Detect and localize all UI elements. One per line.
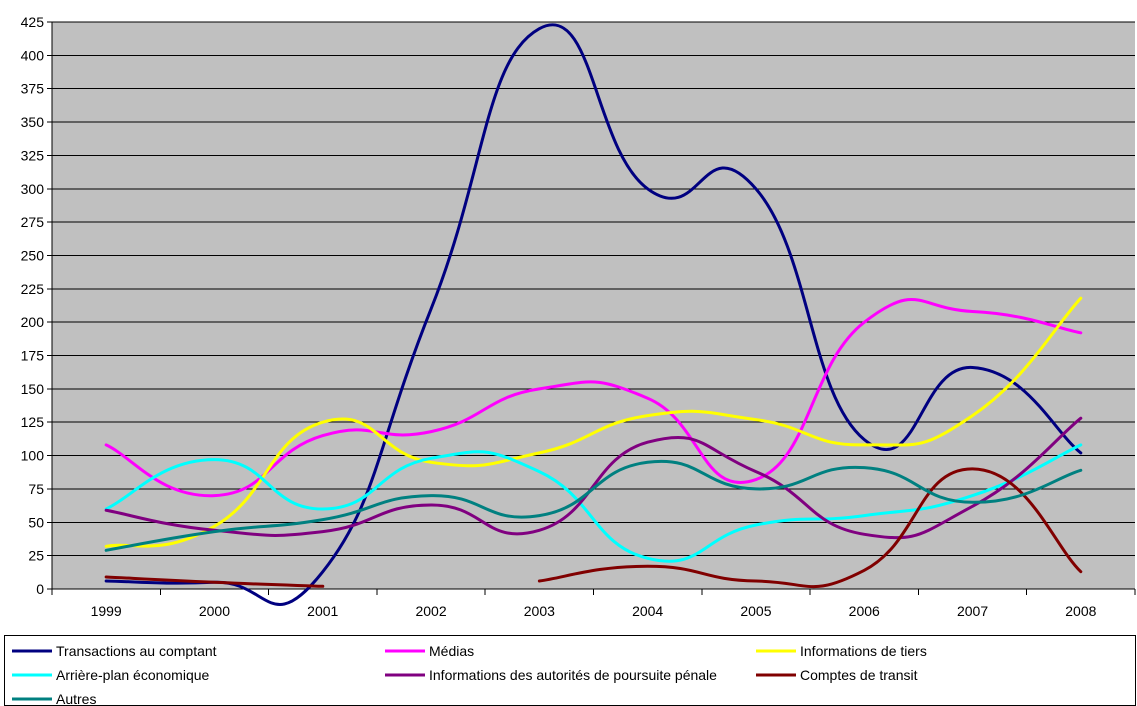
y-tick-label: 200 bbox=[21, 314, 45, 330]
y-tick-label: 250 bbox=[21, 247, 45, 263]
plot-background bbox=[52, 22, 1135, 589]
y-tick-label: 50 bbox=[28, 514, 44, 530]
x-tick-label: 1999 bbox=[91, 603, 122, 619]
legend-label: Informations des autorités de poursuite … bbox=[429, 667, 717, 683]
y-tick-label: 275 bbox=[21, 214, 45, 230]
y-tick-label: 150 bbox=[21, 381, 45, 397]
y-tick-label: 400 bbox=[21, 47, 45, 63]
x-tick-label: 2006 bbox=[849, 603, 880, 619]
legend-label: Arrière-plan économique bbox=[56, 667, 210, 683]
x-tick-label: 2005 bbox=[740, 603, 771, 619]
legend-item: Informations des autorités de poursuite … bbox=[385, 667, 717, 683]
y-tick-label: 125 bbox=[21, 414, 45, 430]
legend-label: Autres bbox=[56, 691, 96, 706]
y-tick-label: 25 bbox=[28, 548, 44, 564]
legend-label: Comptes de transit bbox=[800, 667, 918, 683]
y-tick-label: 175 bbox=[21, 348, 45, 364]
x-tick-label: 2007 bbox=[957, 603, 988, 619]
x-tick-label: 2004 bbox=[632, 603, 663, 619]
plot-area bbox=[52, 22, 1135, 589]
x-tick-label: 2008 bbox=[1065, 603, 1096, 619]
y-tick-label: 375 bbox=[21, 81, 45, 97]
y-tick-label: 325 bbox=[21, 147, 45, 163]
legend-label: Transactions au comptant bbox=[56, 643, 217, 659]
legend: Transactions au comptant Médias Informatio… bbox=[5, 636, 1136, 706]
x-tick-label: 2002 bbox=[415, 603, 446, 619]
legend-label: Informations de tiers bbox=[800, 643, 927, 659]
y-tick-label: 0 bbox=[36, 581, 44, 597]
y-tick-label: 300 bbox=[21, 181, 45, 197]
y-tick-label: 225 bbox=[21, 281, 45, 297]
y-tick-label: 350 bbox=[21, 114, 45, 130]
x-tick-label: 2003 bbox=[524, 603, 555, 619]
x-tick-label: 2001 bbox=[307, 603, 338, 619]
y-tick-label: 75 bbox=[28, 481, 44, 497]
legend-label: Médias bbox=[429, 643, 474, 659]
x-tick-label: 2000 bbox=[199, 603, 230, 619]
y-tick-label: 425 bbox=[21, 14, 45, 30]
y-tick-label: 100 bbox=[21, 448, 45, 464]
